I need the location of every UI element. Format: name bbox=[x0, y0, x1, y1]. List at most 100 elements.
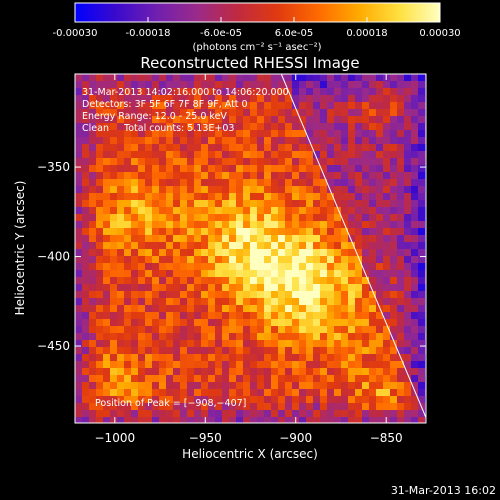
heatmap-cell bbox=[355, 284, 363, 292]
heatmap-cell bbox=[383, 326, 391, 334]
heatmap-cell bbox=[362, 130, 370, 138]
heatmap-cell bbox=[313, 158, 321, 166]
heatmap-cell bbox=[124, 179, 132, 187]
heatmap-cell bbox=[96, 361, 104, 369]
heatmap-cell bbox=[250, 403, 258, 411]
heatmap-cell bbox=[138, 81, 146, 89]
heatmap-cell bbox=[327, 263, 335, 271]
heatmap-cell bbox=[243, 403, 251, 411]
heatmap-cell bbox=[215, 263, 223, 271]
heatmap-cell bbox=[292, 109, 300, 117]
heatmap-cell bbox=[411, 298, 419, 306]
heatmap-cell bbox=[411, 95, 419, 103]
heatmap-cell bbox=[187, 361, 195, 369]
heatmap-cell bbox=[138, 242, 146, 250]
heatmap-cell bbox=[201, 319, 209, 327]
heatmap-cell bbox=[138, 88, 146, 96]
heatmap-cell bbox=[75, 102, 83, 110]
heatmap-cell bbox=[383, 284, 391, 292]
heatmap-cell bbox=[257, 186, 265, 194]
heatmap-cell bbox=[292, 340, 300, 348]
heatmap-cell bbox=[89, 312, 97, 320]
heatmap-cell bbox=[390, 214, 398, 222]
heatmap-cell bbox=[166, 284, 174, 292]
heatmap-cell bbox=[173, 179, 181, 187]
heatmap-cell bbox=[250, 200, 258, 208]
heatmap-cell bbox=[117, 186, 125, 194]
heatmap-cell bbox=[320, 396, 328, 404]
heatmap-cell bbox=[418, 109, 426, 117]
heatmap-cell bbox=[166, 361, 174, 369]
heatmap-cell bbox=[187, 340, 195, 348]
heatmap-cell bbox=[152, 333, 160, 341]
heatmap-cell bbox=[96, 193, 104, 201]
x-tick-label: −850 bbox=[370, 431, 403, 445]
heatmap-cell bbox=[89, 284, 97, 292]
heatmap-cell bbox=[208, 340, 216, 348]
heatmap-cell bbox=[166, 130, 174, 138]
heatmap-cell bbox=[145, 221, 153, 229]
heatmap-cell bbox=[369, 249, 377, 257]
heatmap-cell bbox=[180, 242, 188, 250]
heatmap-cell bbox=[250, 270, 258, 278]
heatmap-cell bbox=[82, 158, 90, 166]
heatmap-cell bbox=[390, 382, 398, 390]
heatmap-cell bbox=[327, 396, 335, 404]
heatmap-cell bbox=[278, 270, 286, 278]
heatmap-cell bbox=[208, 228, 216, 236]
heatmap-cell bbox=[124, 116, 132, 124]
heatmap-cell bbox=[383, 186, 391, 194]
heatmap-cell bbox=[159, 319, 167, 327]
heatmap-cell bbox=[89, 256, 97, 264]
heatmap-cell bbox=[89, 389, 97, 397]
heatmap-cell bbox=[355, 361, 363, 369]
heatmap-cell bbox=[89, 123, 97, 131]
heatmap-cell bbox=[250, 263, 258, 271]
heatmap-cell bbox=[89, 326, 97, 334]
heatmap-cell bbox=[271, 347, 279, 355]
heatmap-cell bbox=[159, 88, 167, 96]
heatmap-cell bbox=[96, 284, 104, 292]
heatmap-cell bbox=[152, 74, 160, 82]
heatmap-cell bbox=[215, 130, 223, 138]
heatmap-cell bbox=[285, 396, 293, 404]
heatmap-cell bbox=[348, 165, 356, 173]
heatmap-cell bbox=[222, 235, 230, 243]
heatmap-cell bbox=[376, 109, 384, 117]
heatmap-cell bbox=[152, 137, 160, 145]
heatmap-cell bbox=[222, 179, 230, 187]
heatmap-cell bbox=[285, 291, 293, 299]
heatmap-cell bbox=[271, 137, 279, 145]
heatmap-cell bbox=[75, 95, 83, 103]
heatmap-cell bbox=[145, 291, 153, 299]
heatmap-cell bbox=[369, 116, 377, 124]
heatmap-cell bbox=[243, 207, 251, 215]
heatmap-cell bbox=[82, 81, 90, 89]
heatmap-cell bbox=[82, 151, 90, 159]
heatmap-cell bbox=[243, 137, 251, 145]
heatmap-cell bbox=[334, 200, 342, 208]
heatmap-cell bbox=[201, 74, 209, 82]
heatmap-cell bbox=[117, 144, 125, 152]
heatmap-cell bbox=[313, 417, 321, 423]
heatmap-cell bbox=[341, 263, 349, 271]
heatmap-cell bbox=[75, 417, 83, 423]
heatmap-cell bbox=[103, 81, 111, 89]
heatmap-cell bbox=[313, 298, 321, 306]
heatmap-cell bbox=[131, 361, 139, 369]
heatmap-cell bbox=[257, 179, 265, 187]
heatmap-cell bbox=[299, 116, 307, 124]
heatmap-cell bbox=[138, 284, 146, 292]
heatmap-cell bbox=[89, 200, 97, 208]
heatmap-cell bbox=[362, 81, 370, 89]
heatmap-cell bbox=[229, 319, 237, 327]
heatmap-cell bbox=[341, 95, 349, 103]
heatmap-cell bbox=[348, 186, 356, 194]
heatmap-cell bbox=[341, 102, 349, 110]
heatmap-cell bbox=[236, 221, 244, 229]
heatmap-cell bbox=[334, 207, 342, 215]
heatmap-cell bbox=[383, 116, 391, 124]
heatmap-cell bbox=[355, 123, 363, 131]
heatmap-cell bbox=[299, 242, 307, 250]
colorbar: -0.00030 -0.00018 -6.0e-05 6.0e-05 0.00018 0.… bbox=[53, 2, 461, 53]
